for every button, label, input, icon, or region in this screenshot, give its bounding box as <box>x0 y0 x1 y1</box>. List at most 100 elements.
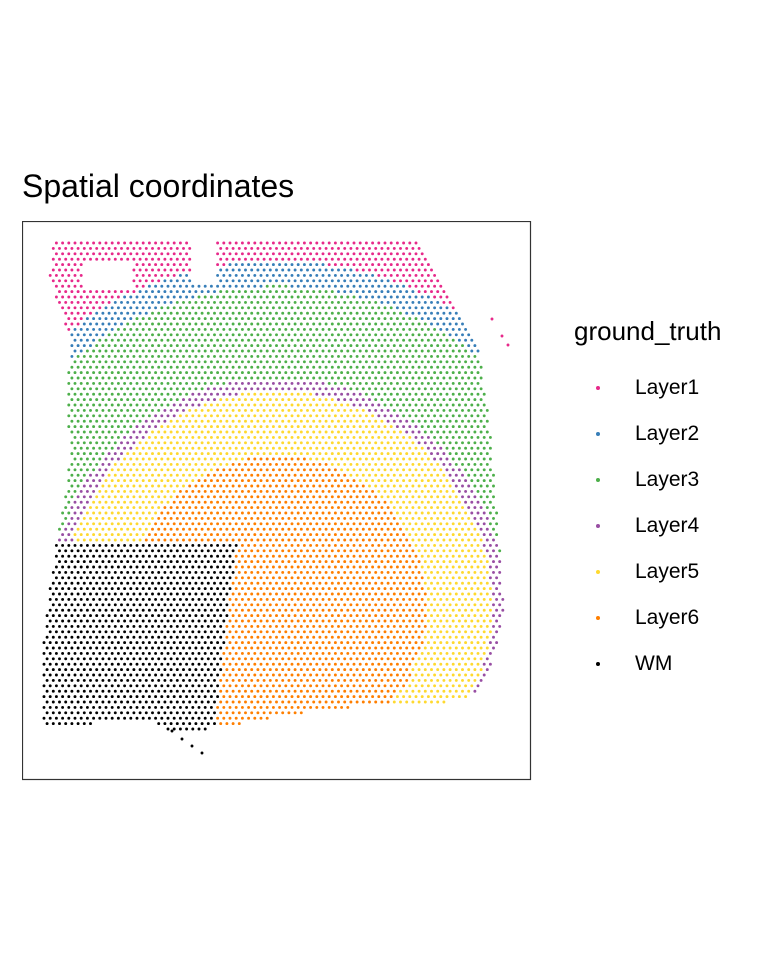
spot-layer5 <box>408 468 412 472</box>
spot-layer3 <box>439 381 443 385</box>
spot-layer2 <box>296 284 300 288</box>
spot-layer5 <box>175 441 179 445</box>
spot-layer5 <box>209 403 213 407</box>
spot-layer6 <box>377 554 381 558</box>
spot-layer3 <box>259 349 263 353</box>
spot-layer6 <box>200 484 204 488</box>
spot-layer5 <box>290 446 294 450</box>
spot-layer2 <box>457 338 461 342</box>
spot-layer5 <box>402 511 406 515</box>
spot-layer1 <box>188 257 192 261</box>
spot-layer4 <box>163 408 167 412</box>
spot-wm <box>126 624 130 628</box>
spot-wm <box>113 549 117 553</box>
spot-layer6 <box>244 592 247 596</box>
spot-layer3 <box>343 311 347 315</box>
spot-layer6 <box>278 533 282 537</box>
spot-layer1 <box>364 263 368 267</box>
spot-layer1 <box>371 252 375 256</box>
spot-wm <box>222 576 226 580</box>
spot-layer5 <box>451 543 455 547</box>
spot-layer5 <box>430 624 433 628</box>
spot-layer3 <box>95 398 99 402</box>
spot-layer3 <box>430 354 433 358</box>
spot-wm <box>203 608 207 612</box>
spot-layer6 <box>271 543 275 547</box>
spot-layer1 <box>309 252 313 256</box>
spot-layer3 <box>386 365 390 369</box>
spot-wm <box>85 641 89 645</box>
spot-layer6 <box>371 576 375 580</box>
spot-wm <box>48 587 52 591</box>
spot-layer1 <box>147 263 151 267</box>
spot-wm <box>82 549 86 553</box>
spot-layer5 <box>402 500 406 504</box>
spot-layer3 <box>200 376 204 380</box>
spot-layer3 <box>271 371 275 375</box>
spot-layer1 <box>389 241 393 245</box>
spot-layer5 <box>442 527 446 531</box>
spot-wm <box>163 624 167 628</box>
spot-layer3 <box>101 344 105 348</box>
spot-wm <box>95 549 99 553</box>
spot-wm <box>219 624 223 628</box>
spot-layer3 <box>76 365 80 369</box>
spot-layer2 <box>231 268 235 272</box>
spot-wm <box>138 624 142 628</box>
spot-wm <box>82 635 86 639</box>
spot-layer5 <box>457 554 461 558</box>
spot-layer6 <box>312 581 316 585</box>
spot-layer1 <box>318 246 322 250</box>
spot-layer5 <box>120 473 123 477</box>
spot-layer6 <box>355 581 359 585</box>
spot-layer2 <box>95 322 99 326</box>
spot-layer5 <box>126 495 130 499</box>
spot-layer5 <box>439 522 443 526</box>
spot-layer2 <box>151 290 154 294</box>
spot-layer5 <box>411 462 415 466</box>
spot-layer3 <box>281 311 285 315</box>
spot-layer5 <box>420 554 424 558</box>
spot-layer1 <box>352 263 356 267</box>
spot-wm <box>123 608 127 612</box>
spot-layer1 <box>89 246 92 250</box>
spot-layer5 <box>411 452 415 456</box>
spot-layer2 <box>225 279 229 283</box>
spot-layer4 <box>250 387 254 391</box>
spot-layer2 <box>290 273 294 277</box>
spot-layer3 <box>495 533 499 537</box>
spot-layer5 <box>464 533 468 537</box>
spot-wm <box>126 592 130 596</box>
spot-layer1 <box>113 257 117 261</box>
spot-layer6 <box>321 533 325 537</box>
spot-layer5 <box>349 430 353 434</box>
spot-layer5 <box>433 554 437 558</box>
spot-layer1 <box>287 246 291 250</box>
spot-wm <box>79 587 83 591</box>
spot-layer3 <box>364 349 368 353</box>
spot-layer6 <box>182 527 185 531</box>
spot-layer5 <box>448 516 452 520</box>
spot-layer4 <box>492 592 495 596</box>
spot-wm <box>79 554 83 558</box>
spot-layer4 <box>327 392 331 396</box>
spot-wm <box>222 543 226 547</box>
spot-wm <box>225 603 229 607</box>
spot-wm <box>101 581 105 585</box>
spot-wm <box>147 619 151 623</box>
spot-layer3 <box>281 290 285 294</box>
spot-wm <box>200 624 204 628</box>
spot-layer6 <box>333 543 337 547</box>
spot-layer3 <box>302 327 306 331</box>
spot-layer6 <box>200 527 204 531</box>
spot-layer6 <box>315 554 319 558</box>
spot-layer5 <box>330 398 334 402</box>
spot-layer6 <box>368 614 371 618</box>
spot-layer6 <box>284 489 288 493</box>
spot-layer3 <box>312 311 316 315</box>
spot-layer6 <box>318 624 322 628</box>
spot-layer3 <box>85 403 89 407</box>
spot-layer6 <box>293 495 297 499</box>
spot-layer3 <box>89 376 92 380</box>
spot-layer5 <box>482 597 486 601</box>
